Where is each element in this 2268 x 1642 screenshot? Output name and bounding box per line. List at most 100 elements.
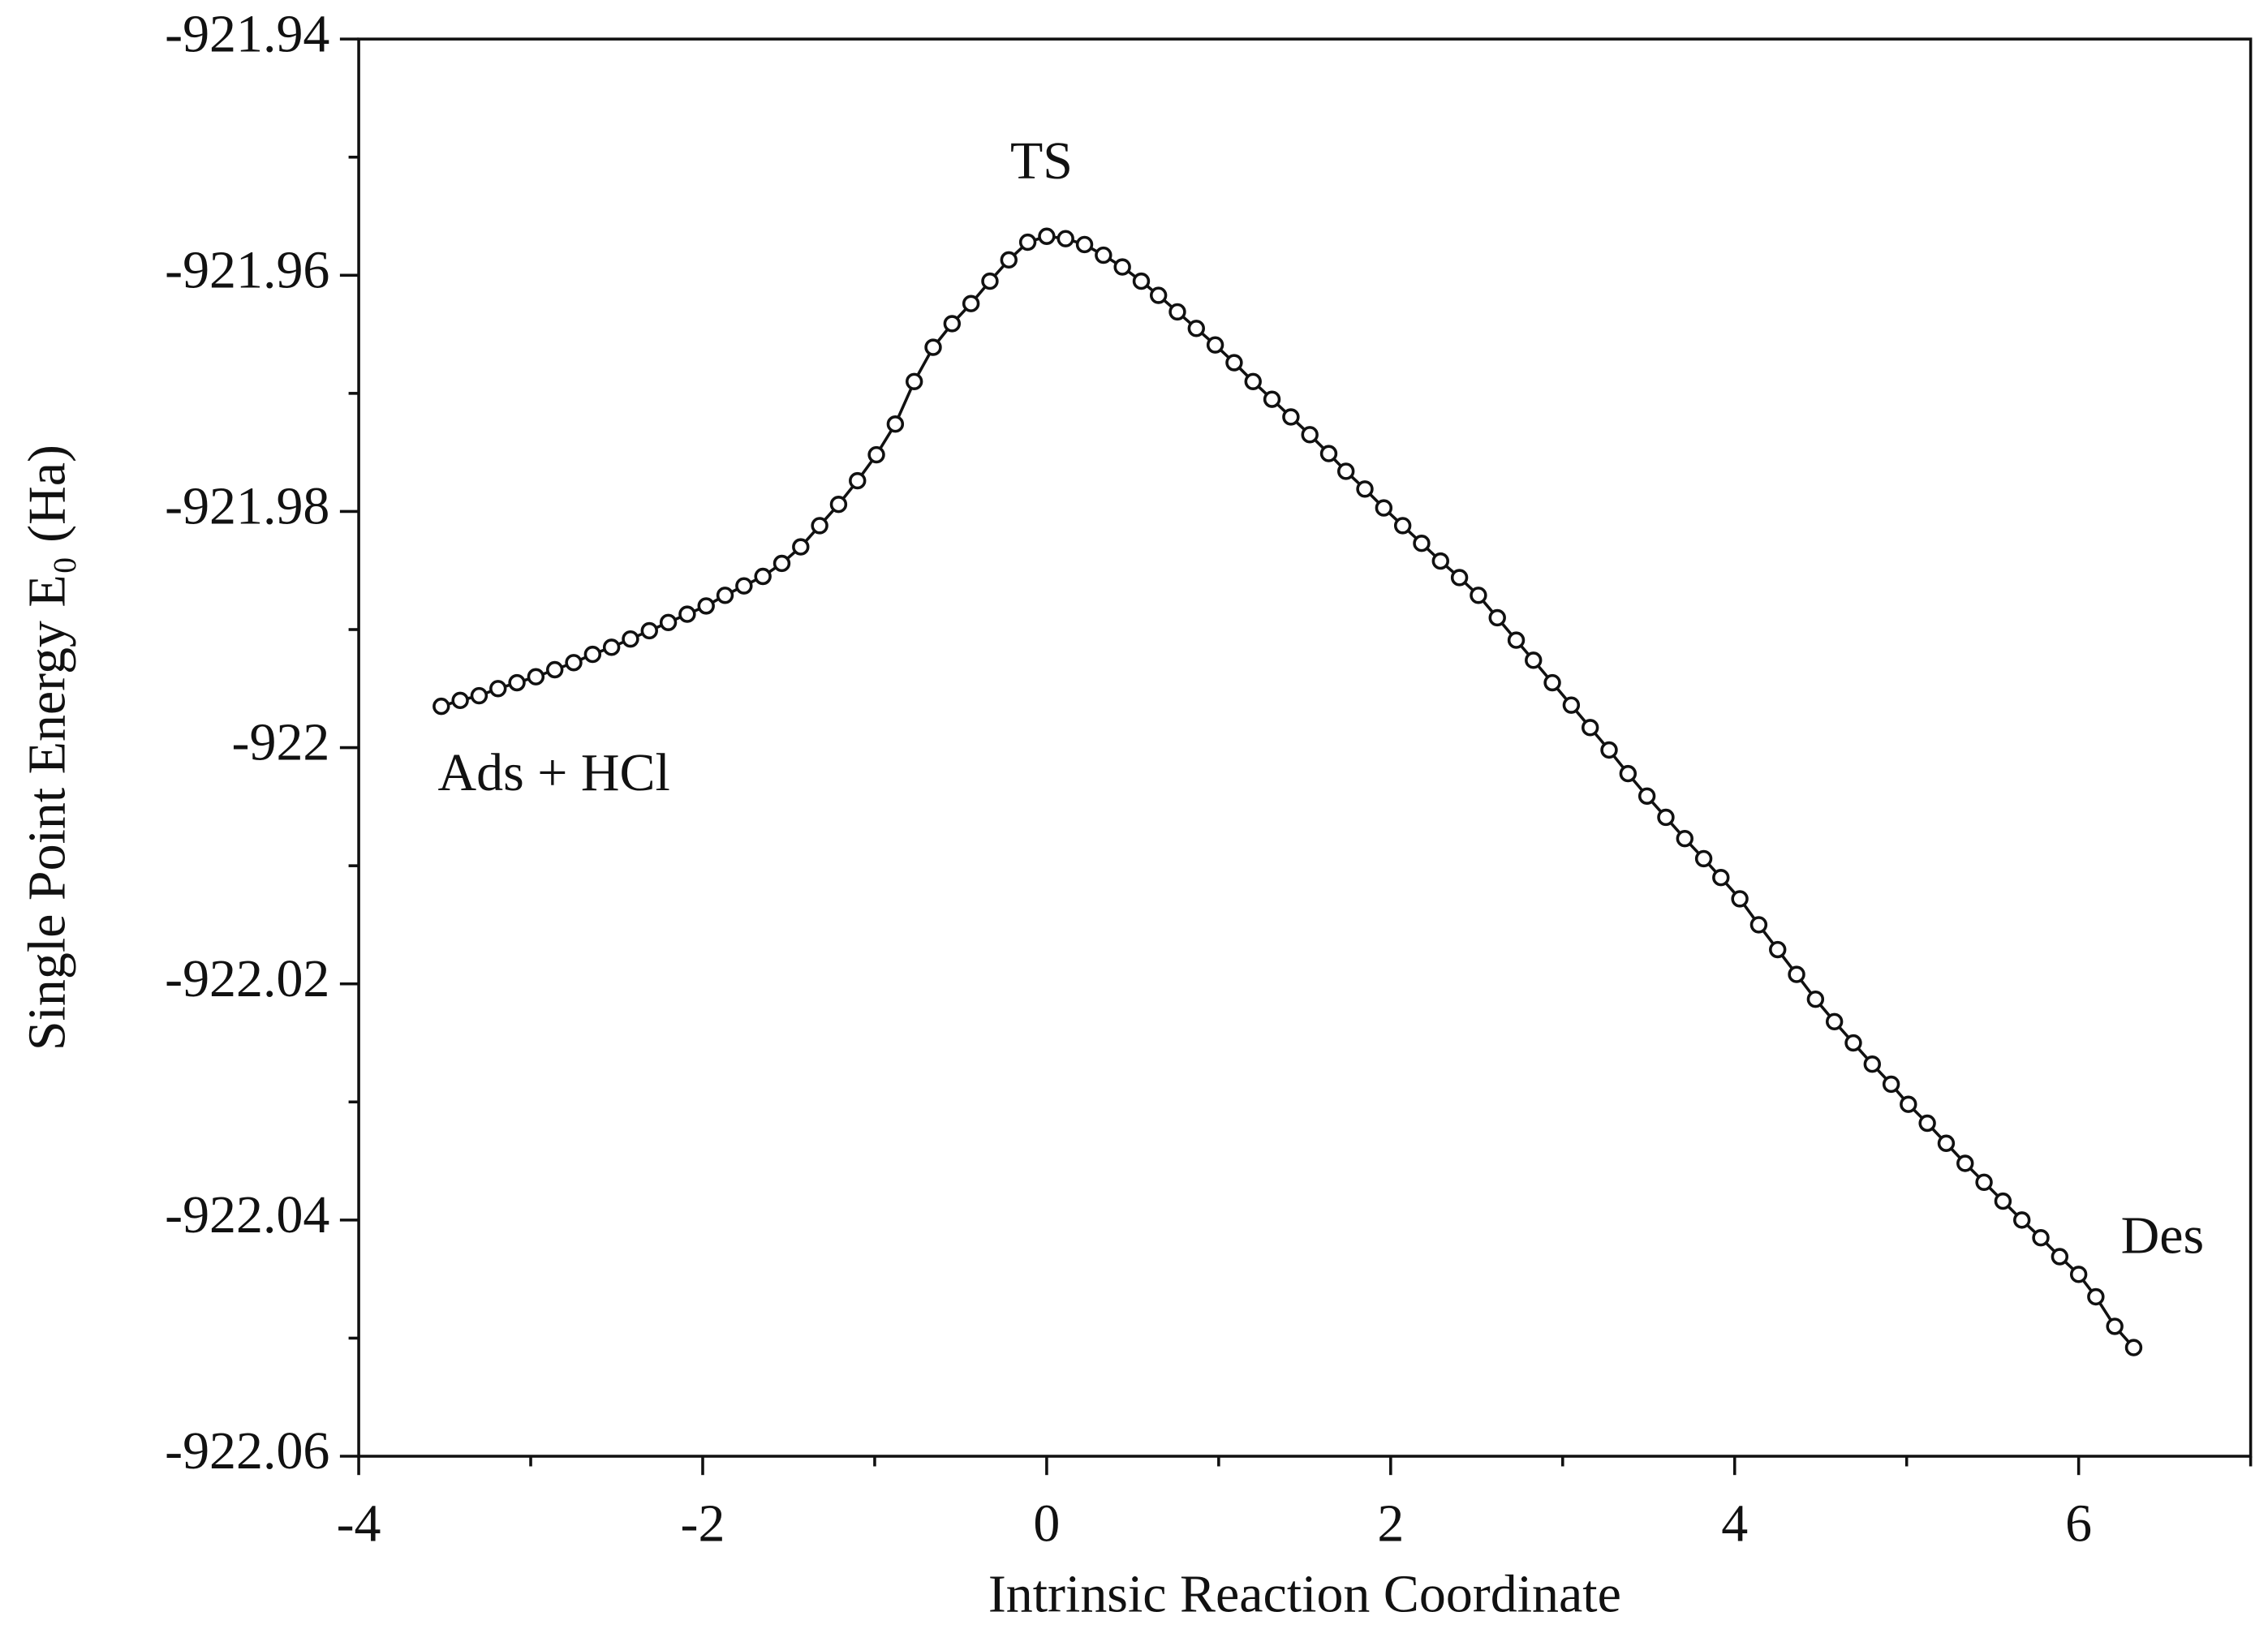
irc-point <box>1470 587 1487 604</box>
irc-point <box>1937 1134 1956 1152</box>
irc-point <box>640 621 658 640</box>
irc-point <box>2069 1266 2088 1283</box>
irc-point <box>565 654 583 672</box>
irc-point <box>811 517 828 535</box>
irc-point <box>622 630 639 648</box>
irc-point <box>1825 1012 1844 1031</box>
x-tick-label: 2 <box>1377 1494 1404 1553</box>
x-tick-label: 4 <box>1721 1494 1748 1553</box>
irc-point <box>1882 1075 1900 1094</box>
irc-point <box>735 577 753 595</box>
irc-point <box>1488 608 1506 627</box>
irc-point <box>1712 869 1730 887</box>
irc-point <box>659 613 678 631</box>
irc-point <box>546 660 564 679</box>
irc-point <box>433 697 450 716</box>
irc-point <box>754 567 772 586</box>
irc-point <box>527 668 545 686</box>
irc-point <box>1918 1114 1936 1133</box>
irc-point <box>1525 651 1543 669</box>
irc-point <box>2106 1317 2124 1335</box>
irc-point <box>1975 1173 1993 1191</box>
irc-point <box>1413 535 1431 552</box>
irc-point <box>1301 426 1319 444</box>
irc-point <box>962 294 980 312</box>
irc-point <box>1168 303 1186 321</box>
irc-point <box>1187 320 1205 337</box>
irc-point <box>1749 916 1768 934</box>
irc-point <box>489 680 507 698</box>
irc-point <box>2013 1211 2031 1229</box>
irc-point <box>1375 499 1393 517</box>
irc-point <box>1113 258 1131 276</box>
irc-point <box>1844 1034 1862 1052</box>
irc-point <box>1038 227 1056 245</box>
irc-point <box>716 587 734 604</box>
irc-point <box>508 673 526 692</box>
x-tick-label: -2 <box>681 1494 725 1553</box>
irc-point <box>943 315 962 333</box>
y-tick-label: -921.94 <box>165 4 329 63</box>
irc-point <box>1956 1154 1974 1172</box>
irc-point <box>1507 631 1526 649</box>
irc-point <box>1132 272 1151 290</box>
irc-point <box>1244 372 1262 391</box>
irc-point <box>1994 1192 2012 1210</box>
irc-point <box>886 415 905 433</box>
irc-point <box>1018 233 1037 251</box>
irc-point <box>470 686 488 705</box>
irc-point <box>1543 673 1561 692</box>
irc-point <box>1319 445 1338 462</box>
y-tick-label: -921.96 <box>165 240 329 299</box>
x-tick-label: -4 <box>337 1494 381 1553</box>
irc-point <box>1806 990 1825 1008</box>
irc-point <box>2124 1339 2143 1356</box>
irc-point <box>1000 251 1018 269</box>
irc-point <box>1657 808 1675 827</box>
irc-point <box>792 538 810 556</box>
irc-point <box>1337 462 1355 480</box>
irc-point <box>867 445 885 464</box>
irc-point <box>1863 1055 1881 1073</box>
irc-point <box>1731 890 1749 908</box>
annotation: Des <box>2121 1206 2205 1266</box>
irc-point <box>1431 552 1449 570</box>
irc-point <box>1225 354 1243 372</box>
irc-point <box>451 691 469 710</box>
irc-point <box>1095 246 1112 264</box>
irc-point <box>1600 741 1618 759</box>
irc-point <box>1356 480 1374 498</box>
irc-point <box>1057 230 1074 247</box>
annotation: TS <box>1010 131 1073 191</box>
irc-point <box>1638 787 1656 805</box>
irc-point <box>697 597 715 615</box>
irc-point <box>1676 829 1693 848</box>
y-tick-label: -922.04 <box>165 1185 329 1244</box>
irc-point <box>1619 764 1638 783</box>
irc-point <box>602 638 621 656</box>
irc-point <box>1393 517 1412 535</box>
irc-point <box>2051 1248 2069 1266</box>
irc-point <box>1900 1095 1917 1113</box>
x-tick-label: 0 <box>1033 1494 1060 1553</box>
irc-point <box>2032 1229 2050 1247</box>
irc-point <box>1263 390 1281 408</box>
y-tick-label: -922.02 <box>165 949 329 1008</box>
irc-point <box>981 272 999 290</box>
y-axis-label: Single Point Energy E₀ (Ha) <box>17 445 76 1051</box>
irc-point <box>905 372 923 391</box>
irc-point <box>678 605 696 623</box>
irc-point <box>1562 696 1581 714</box>
irc-point <box>829 496 848 514</box>
irc-point <box>1282 408 1300 426</box>
x-axis-label: Intrinsic Reaction Coordinate <box>988 1565 1621 1624</box>
irc-point <box>924 338 942 356</box>
irc-point <box>1450 569 1469 587</box>
y-tick-label: -922 <box>232 713 330 772</box>
y-tick-label: -921.98 <box>165 477 329 536</box>
irc-point <box>583 645 602 664</box>
irc-point <box>1075 235 1094 254</box>
irc-point <box>1788 965 1805 983</box>
